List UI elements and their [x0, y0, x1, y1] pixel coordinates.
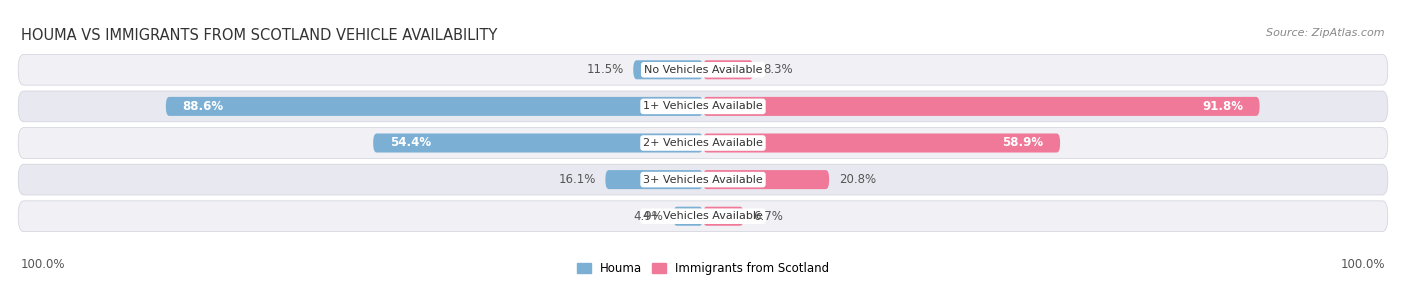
Text: Source: ZipAtlas.com: Source: ZipAtlas.com: [1267, 28, 1385, 38]
Text: 16.1%: 16.1%: [558, 173, 596, 186]
FancyBboxPatch shape: [673, 207, 703, 226]
Legend: Houma, Immigrants from Scotland: Houma, Immigrants from Scotland: [572, 257, 834, 280]
FancyBboxPatch shape: [703, 170, 830, 189]
Text: No Vehicles Available: No Vehicles Available: [644, 65, 762, 75]
Text: 3+ Vehicles Available: 3+ Vehicles Available: [643, 175, 763, 184]
FancyBboxPatch shape: [703, 97, 1260, 116]
FancyBboxPatch shape: [703, 60, 754, 79]
Text: 4+ Vehicles Available: 4+ Vehicles Available: [643, 211, 763, 221]
Text: 58.9%: 58.9%: [1002, 136, 1043, 150]
Text: 100.0%: 100.0%: [21, 258, 66, 271]
FancyBboxPatch shape: [606, 170, 703, 189]
Text: 20.8%: 20.8%: [839, 173, 876, 186]
Text: HOUMA VS IMMIGRANTS FROM SCOTLAND VEHICLE AVAILABILITY: HOUMA VS IMMIGRANTS FROM SCOTLAND VEHICL…: [21, 28, 498, 43]
Text: 4.9%: 4.9%: [634, 210, 664, 223]
Text: 91.8%: 91.8%: [1202, 100, 1243, 113]
Text: 6.7%: 6.7%: [754, 210, 783, 223]
FancyBboxPatch shape: [18, 201, 1388, 232]
Text: 1+ Vehicles Available: 1+ Vehicles Available: [643, 102, 763, 111]
FancyBboxPatch shape: [373, 134, 703, 152]
FancyBboxPatch shape: [703, 134, 1060, 152]
FancyBboxPatch shape: [633, 60, 703, 79]
Text: 88.6%: 88.6%: [183, 100, 224, 113]
Text: 54.4%: 54.4%: [389, 136, 430, 150]
Text: 8.3%: 8.3%: [763, 63, 793, 76]
FancyBboxPatch shape: [703, 207, 744, 226]
FancyBboxPatch shape: [18, 128, 1388, 158]
Text: 100.0%: 100.0%: [1340, 258, 1385, 271]
FancyBboxPatch shape: [18, 91, 1388, 122]
Text: 11.5%: 11.5%: [586, 63, 624, 76]
FancyBboxPatch shape: [166, 97, 703, 116]
FancyBboxPatch shape: [18, 164, 1388, 195]
Text: 2+ Vehicles Available: 2+ Vehicles Available: [643, 138, 763, 148]
FancyBboxPatch shape: [18, 54, 1388, 85]
